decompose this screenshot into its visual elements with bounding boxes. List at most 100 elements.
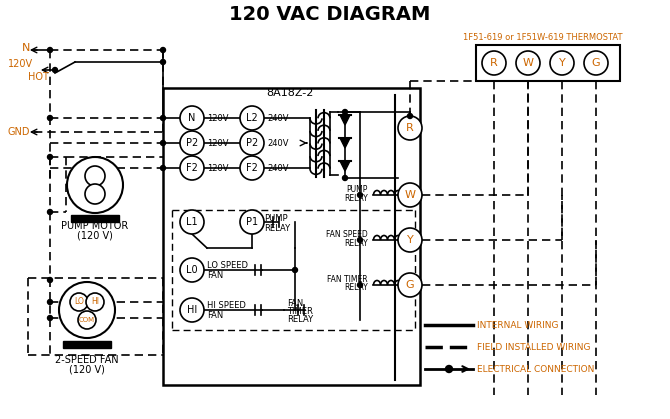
Circle shape <box>240 156 264 180</box>
Text: INTERNAL WIRING: INTERNAL WIRING <box>477 321 559 329</box>
Circle shape <box>358 282 362 287</box>
Circle shape <box>240 106 264 130</box>
Circle shape <box>180 210 204 234</box>
Circle shape <box>398 228 422 252</box>
Polygon shape <box>340 115 350 125</box>
Text: P2: P2 <box>186 138 198 148</box>
Text: PUMP MOTOR: PUMP MOTOR <box>62 221 129 231</box>
Text: RELAY: RELAY <box>264 223 290 233</box>
Circle shape <box>48 300 52 305</box>
Text: 2-SPEED FAN: 2-SPEED FAN <box>55 355 119 365</box>
Text: P1: P1 <box>246 217 258 227</box>
Circle shape <box>407 114 413 119</box>
Text: COM: COM <box>79 317 95 323</box>
Text: L2: L2 <box>246 113 258 123</box>
Text: W: W <box>523 58 533 68</box>
Text: RELAY: RELAY <box>287 315 313 323</box>
Circle shape <box>161 116 165 121</box>
Text: FAN: FAN <box>207 310 223 320</box>
Text: PUMP: PUMP <box>264 214 287 222</box>
Text: HI: HI <box>91 297 99 307</box>
Bar <box>476 45 620 81</box>
Circle shape <box>48 210 52 215</box>
Text: GND: GND <box>8 127 31 137</box>
Circle shape <box>358 192 362 197</box>
Polygon shape <box>340 138 350 148</box>
Circle shape <box>550 51 574 75</box>
Text: W: W <box>405 190 415 200</box>
Circle shape <box>161 166 165 171</box>
Text: RELAY: RELAY <box>344 284 368 292</box>
Text: TIMER: TIMER <box>287 307 313 316</box>
Text: 1F51-619 or 1F51W-619 THERMOSTAT: 1F51-619 or 1F51W-619 THERMOSTAT <box>463 33 622 41</box>
Text: Y: Y <box>559 58 565 68</box>
Text: N: N <box>188 113 196 123</box>
Text: 120 VAC DIAGRAM: 120 VAC DIAGRAM <box>229 5 431 23</box>
Circle shape <box>78 311 96 329</box>
Text: RELAY: RELAY <box>344 238 368 248</box>
Circle shape <box>180 106 204 130</box>
Text: P2: P2 <box>246 138 258 148</box>
Text: LO: LO <box>74 297 84 307</box>
Text: 120V: 120V <box>207 114 228 122</box>
Circle shape <box>85 184 105 204</box>
Text: R: R <box>406 123 414 133</box>
Text: 240V: 240V <box>267 114 289 122</box>
Text: Y: Y <box>407 235 413 245</box>
Text: G: G <box>406 280 414 290</box>
Circle shape <box>70 293 88 311</box>
Circle shape <box>161 140 165 145</box>
Circle shape <box>293 267 297 272</box>
Circle shape <box>48 316 52 321</box>
Bar <box>71 215 119 222</box>
Circle shape <box>161 59 165 65</box>
Circle shape <box>342 176 348 181</box>
Circle shape <box>180 131 204 155</box>
Text: LO SPEED: LO SPEED <box>207 261 248 269</box>
Bar <box>63 341 111 348</box>
Circle shape <box>48 47 52 52</box>
Text: N: N <box>22 43 30 53</box>
Text: PUMP: PUMP <box>346 184 368 194</box>
Circle shape <box>48 116 52 121</box>
Circle shape <box>584 51 608 75</box>
Circle shape <box>48 155 52 160</box>
Circle shape <box>482 51 506 75</box>
Circle shape <box>398 273 422 297</box>
Text: HI SPEED: HI SPEED <box>207 300 246 310</box>
Circle shape <box>398 183 422 207</box>
Circle shape <box>446 365 452 372</box>
Text: 240V: 240V <box>267 139 289 147</box>
Text: HOT: HOT <box>28 72 49 82</box>
Text: HI: HI <box>187 305 197 315</box>
Text: L1: L1 <box>186 217 198 227</box>
Text: (120 V): (120 V) <box>69 364 105 374</box>
Text: ELECTRICAL CONNECTION: ELECTRICAL CONNECTION <box>477 365 594 373</box>
Bar <box>163 88 420 385</box>
Text: FAN: FAN <box>207 271 223 279</box>
Text: R: R <box>490 58 498 68</box>
Text: 120V: 120V <box>207 139 228 147</box>
Circle shape <box>180 298 204 322</box>
Circle shape <box>342 109 348 114</box>
Text: (120 V): (120 V) <box>77 230 113 240</box>
Circle shape <box>240 131 264 155</box>
Circle shape <box>67 157 123 213</box>
Circle shape <box>516 51 540 75</box>
Text: FAN SPEED: FAN SPEED <box>326 230 368 238</box>
Circle shape <box>86 293 104 311</box>
Circle shape <box>180 156 204 180</box>
Circle shape <box>180 258 204 282</box>
Text: 8A18Z-2: 8A18Z-2 <box>266 88 314 98</box>
Circle shape <box>48 277 52 282</box>
Circle shape <box>240 210 264 234</box>
Text: FAN: FAN <box>287 298 304 308</box>
Circle shape <box>161 47 165 52</box>
Text: RELAY: RELAY <box>344 194 368 202</box>
Text: G: G <box>592 58 600 68</box>
Text: 120V: 120V <box>8 59 33 69</box>
Circle shape <box>398 116 422 140</box>
Circle shape <box>52 67 58 72</box>
Text: 120V: 120V <box>207 163 228 173</box>
Text: L0: L0 <box>186 265 198 275</box>
